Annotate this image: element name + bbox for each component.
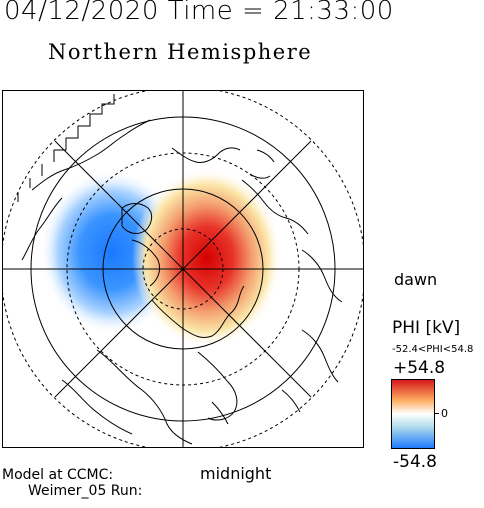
colorscale-mid-label: 0 xyxy=(441,407,448,420)
midnight-label: midnight xyxy=(200,464,272,483)
colorbar-zero-tick xyxy=(434,413,439,414)
positive-potential-cell xyxy=(132,168,282,348)
colorscale-title: PHI [kV] xyxy=(392,318,461,338)
colorscale-min-label: -54.8 xyxy=(393,452,437,472)
colorbar xyxy=(391,379,435,449)
colorscale-max-label: +54.8 xyxy=(393,358,446,378)
dawn-label: dawn xyxy=(394,270,438,289)
map-border xyxy=(2,90,364,448)
map-title: Northern Hemisphere xyxy=(48,40,313,64)
header-datetime: 04/12/2020 Time = 21:33:00 xyxy=(4,0,394,26)
credit-model: Model at CCMC: xyxy=(2,467,114,483)
credit-run: Weimer_05 Run: xyxy=(28,483,143,499)
colorscale-range: -52.4<PHI<54.8 xyxy=(392,344,474,355)
polar-map xyxy=(2,90,364,448)
meridian-grid xyxy=(2,90,364,448)
